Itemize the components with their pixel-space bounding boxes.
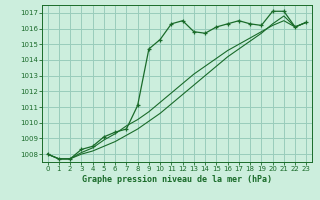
X-axis label: Graphe pression niveau de la mer (hPa): Graphe pression niveau de la mer (hPa) [82, 175, 272, 184]
